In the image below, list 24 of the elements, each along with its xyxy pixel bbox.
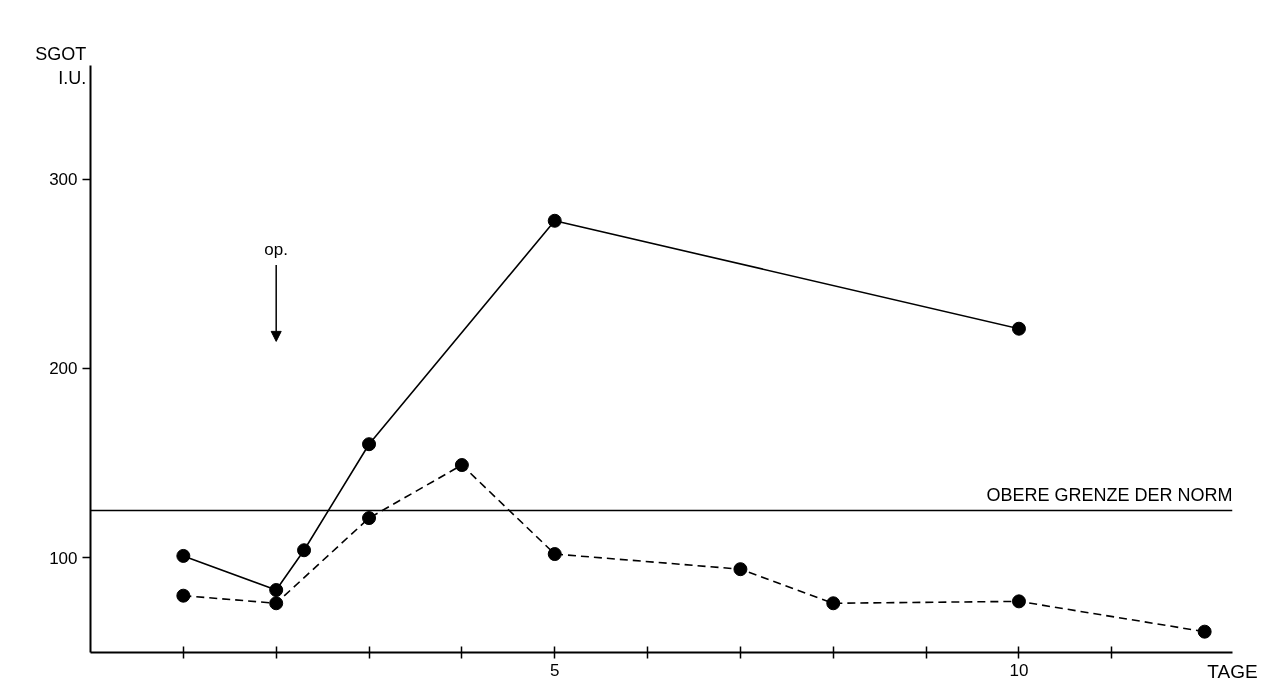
y-tick-label: 100 bbox=[49, 548, 78, 568]
point bbox=[176, 588, 191, 603]
point bbox=[733, 562, 748, 577]
point bbox=[547, 213, 562, 228]
point bbox=[176, 548, 191, 563]
point bbox=[269, 596, 284, 611]
y-axis-title: SGOT I.U. bbox=[35, 43, 87, 88]
point bbox=[269, 583, 284, 597]
point bbox=[1011, 594, 1026, 609]
point bbox=[1197, 624, 1212, 639]
y-tick-label: 200 bbox=[49, 359, 78, 379]
point bbox=[826, 596, 841, 611]
x-tick-label: 10 bbox=[1009, 660, 1029, 680]
x-axis-title: TAGE bbox=[1207, 660, 1258, 682]
point bbox=[547, 547, 562, 562]
ref-line-label: OBERE GRENZE DER NORM bbox=[986, 485, 1233, 506]
point bbox=[1011, 321, 1026, 336]
point bbox=[454, 458, 469, 473]
point bbox=[362, 437, 377, 452]
x-tick-label: 5 bbox=[550, 660, 560, 680]
point bbox=[297, 543, 312, 558]
point bbox=[362, 511, 377, 526]
y-tick-label: 300 bbox=[49, 170, 78, 190]
annotation: op. bbox=[264, 240, 289, 260]
